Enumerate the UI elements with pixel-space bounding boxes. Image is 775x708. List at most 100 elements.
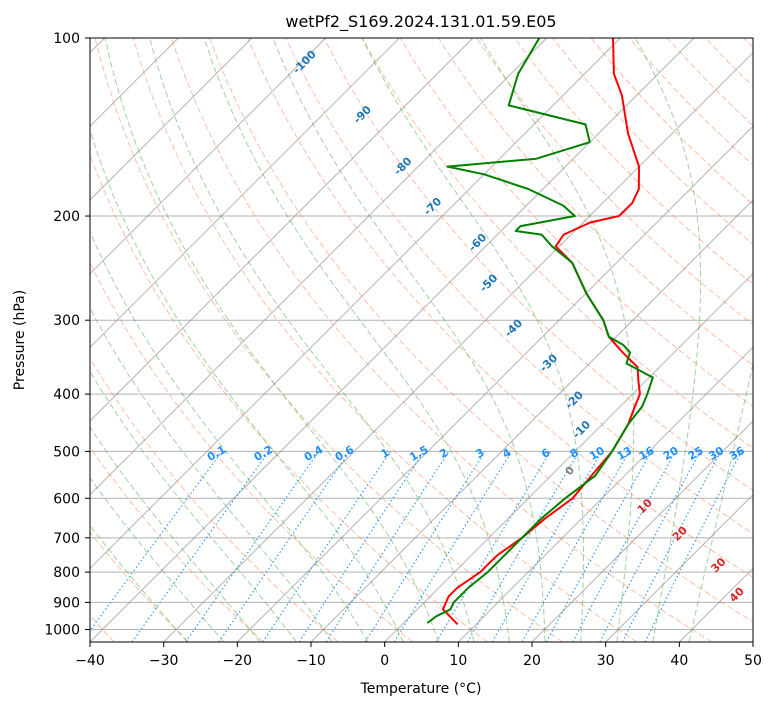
x-tick-label: −10 — [296, 653, 326, 669]
x-tick-label: 30 — [597, 653, 615, 669]
dry-adiabat — [90, 531, 190, 642]
isotherm — [531, 420, 753, 642]
dry-adiabat — [285, 38, 753, 535]
dry-adiabat — [90, 357, 339, 642]
dry-adiabat-lines — [90, 38, 753, 642]
pressure-grid — [90, 38, 753, 630]
moist-adiabat — [203, 38, 510, 642]
x-tick-label: 40 — [670, 653, 688, 669]
moist-adiabat — [688, 361, 753, 642]
wetbulb-label: -10 — [570, 418, 593, 441]
moist-adiabat — [90, 306, 333, 642]
mixing-ratio-label: 20 — [661, 444, 681, 463]
mixing-ratio-line — [298, 451, 425, 642]
y-tick-label: 300 — [53, 313, 80, 329]
temperature-profile-line — [442, 38, 641, 625]
dry-adiabat — [743, 38, 753, 49]
y-tick-label: 600 — [53, 491, 80, 507]
y-tick-label: 800 — [53, 565, 80, 581]
mixing-ratio-line — [262, 451, 391, 642]
y-tick-label: 200 — [53, 209, 80, 225]
isotherm — [90, 38, 695, 642]
moist-adiabat — [90, 230, 369, 642]
dewpoint-profile-line — [426, 38, 654, 624]
dry-adiabat — [90, 446, 264, 642]
isotherm — [236, 125, 753, 642]
y-axis: 100 200 300 400 500 600 700 800 900 1000 — [44, 31, 90, 638]
mixing-ratio-line — [466, 451, 580, 642]
wetbulb-label: -90 — [351, 103, 374, 126]
isotherm — [605, 493, 753, 642]
isotherm — [90, 38, 400, 349]
mixing-ratio-line — [90, 451, 223, 632]
x-tick-label: 20 — [523, 653, 541, 669]
moist-adiabat — [90, 524, 188, 642]
dry-adiabat — [705, 38, 753, 88]
mixing-ratio-label: 1 — [379, 446, 392, 461]
isotherm — [310, 199, 753, 642]
moist-adiabat — [90, 426, 261, 642]
x-tick-label: 0 — [380, 653, 389, 669]
isotherm — [90, 38, 327, 275]
moist-adiabat — [104, 38, 440, 642]
mixing-ratio-line — [131, 451, 270, 642]
y-axis-title: Pressure (hPa) — [12, 290, 28, 390]
x-tick-label: −30 — [149, 653, 179, 669]
dry-adiabat — [94, 38, 563, 642]
dry-adiabat — [170, 38, 712, 642]
mixing-ratio-label: 1.5 — [407, 443, 430, 464]
mixing-ratio-label: 0.4 — [302, 443, 326, 464]
profile-series — [426, 38, 654, 625]
x-axis-title: Temperature (°C) — [360, 681, 482, 697]
dry-adiabat — [667, 38, 753, 127]
mixing-ratio-label: 36 — [727, 444, 747, 463]
mixing-ratio-label: 3 — [474, 446, 487, 461]
mixing-ratio-label: 25 — [686, 444, 706, 463]
mixing-ratio-line — [521, 451, 630, 642]
moist-adiabat-lines — [90, 38, 753, 642]
plot-frame — [89, 37, 754, 643]
dry-adiabat — [514, 38, 753, 285]
chart-title: wetPf2_S169.2024.131.01.59.E05 — [285, 12, 556, 32]
dry-adiabat — [437, 38, 753, 366]
isotherm — [678, 567, 753, 642]
y-tick-label: 500 — [53, 444, 80, 460]
y-tick-label: 400 — [53, 387, 80, 403]
x-tick-label: −40 — [75, 653, 105, 669]
x-tick-label: 50 — [744, 653, 762, 669]
y-tick-label: 1000 — [44, 622, 80, 638]
mixing-ratio-line — [572, 451, 677, 642]
wetbulb-label: -70 — [421, 195, 444, 218]
moist-adiabat — [361, 38, 584, 642]
moist-adiabat — [149, 38, 475, 642]
y-tick-label: 100 — [53, 31, 80, 47]
x-tick-label: 10 — [449, 653, 467, 669]
moist-adiabat — [634, 38, 702, 642]
moist-adiabat — [90, 477, 225, 642]
dry-adiabat — [90, 153, 488, 642]
mixing-ratio-line — [621, 451, 722, 642]
isotherm — [384, 272, 753, 642]
mixing-ratio-line — [545, 451, 652, 642]
dry-adiabat — [132, 38, 638, 642]
mixing-ratio-label: 6 — [539, 446, 552, 461]
x-tick-label: −20 — [223, 653, 253, 669]
moist-adiabat — [90, 128, 404, 642]
x-axis: −40 −30 −20 −10 0 10 20 30 40 50 — [75, 642, 762, 669]
mixing-ratio-line — [599, 451, 701, 642]
isotherm — [457, 346, 753, 642]
mixing-ratio-line — [393, 451, 513, 642]
mixing-ratio-label: 2 — [437, 446, 450, 461]
isotherm — [752, 641, 753, 642]
wetbulb-label: -60 — [466, 231, 489, 254]
mixing-ratio-label: 0.1 — [205, 443, 228, 464]
mixing-ratio-line — [435, 451, 552, 642]
isotherm — [163, 51, 753, 642]
mixing-ratio-line — [325, 451, 450, 642]
isotherm — [90, 38, 474, 422]
dry-adiabat — [247, 38, 753, 578]
mixing-ratio-line — [644, 451, 743, 642]
y-tick-label: 700 — [53, 531, 80, 547]
wetbulb-label: -50 — [477, 271, 500, 294]
